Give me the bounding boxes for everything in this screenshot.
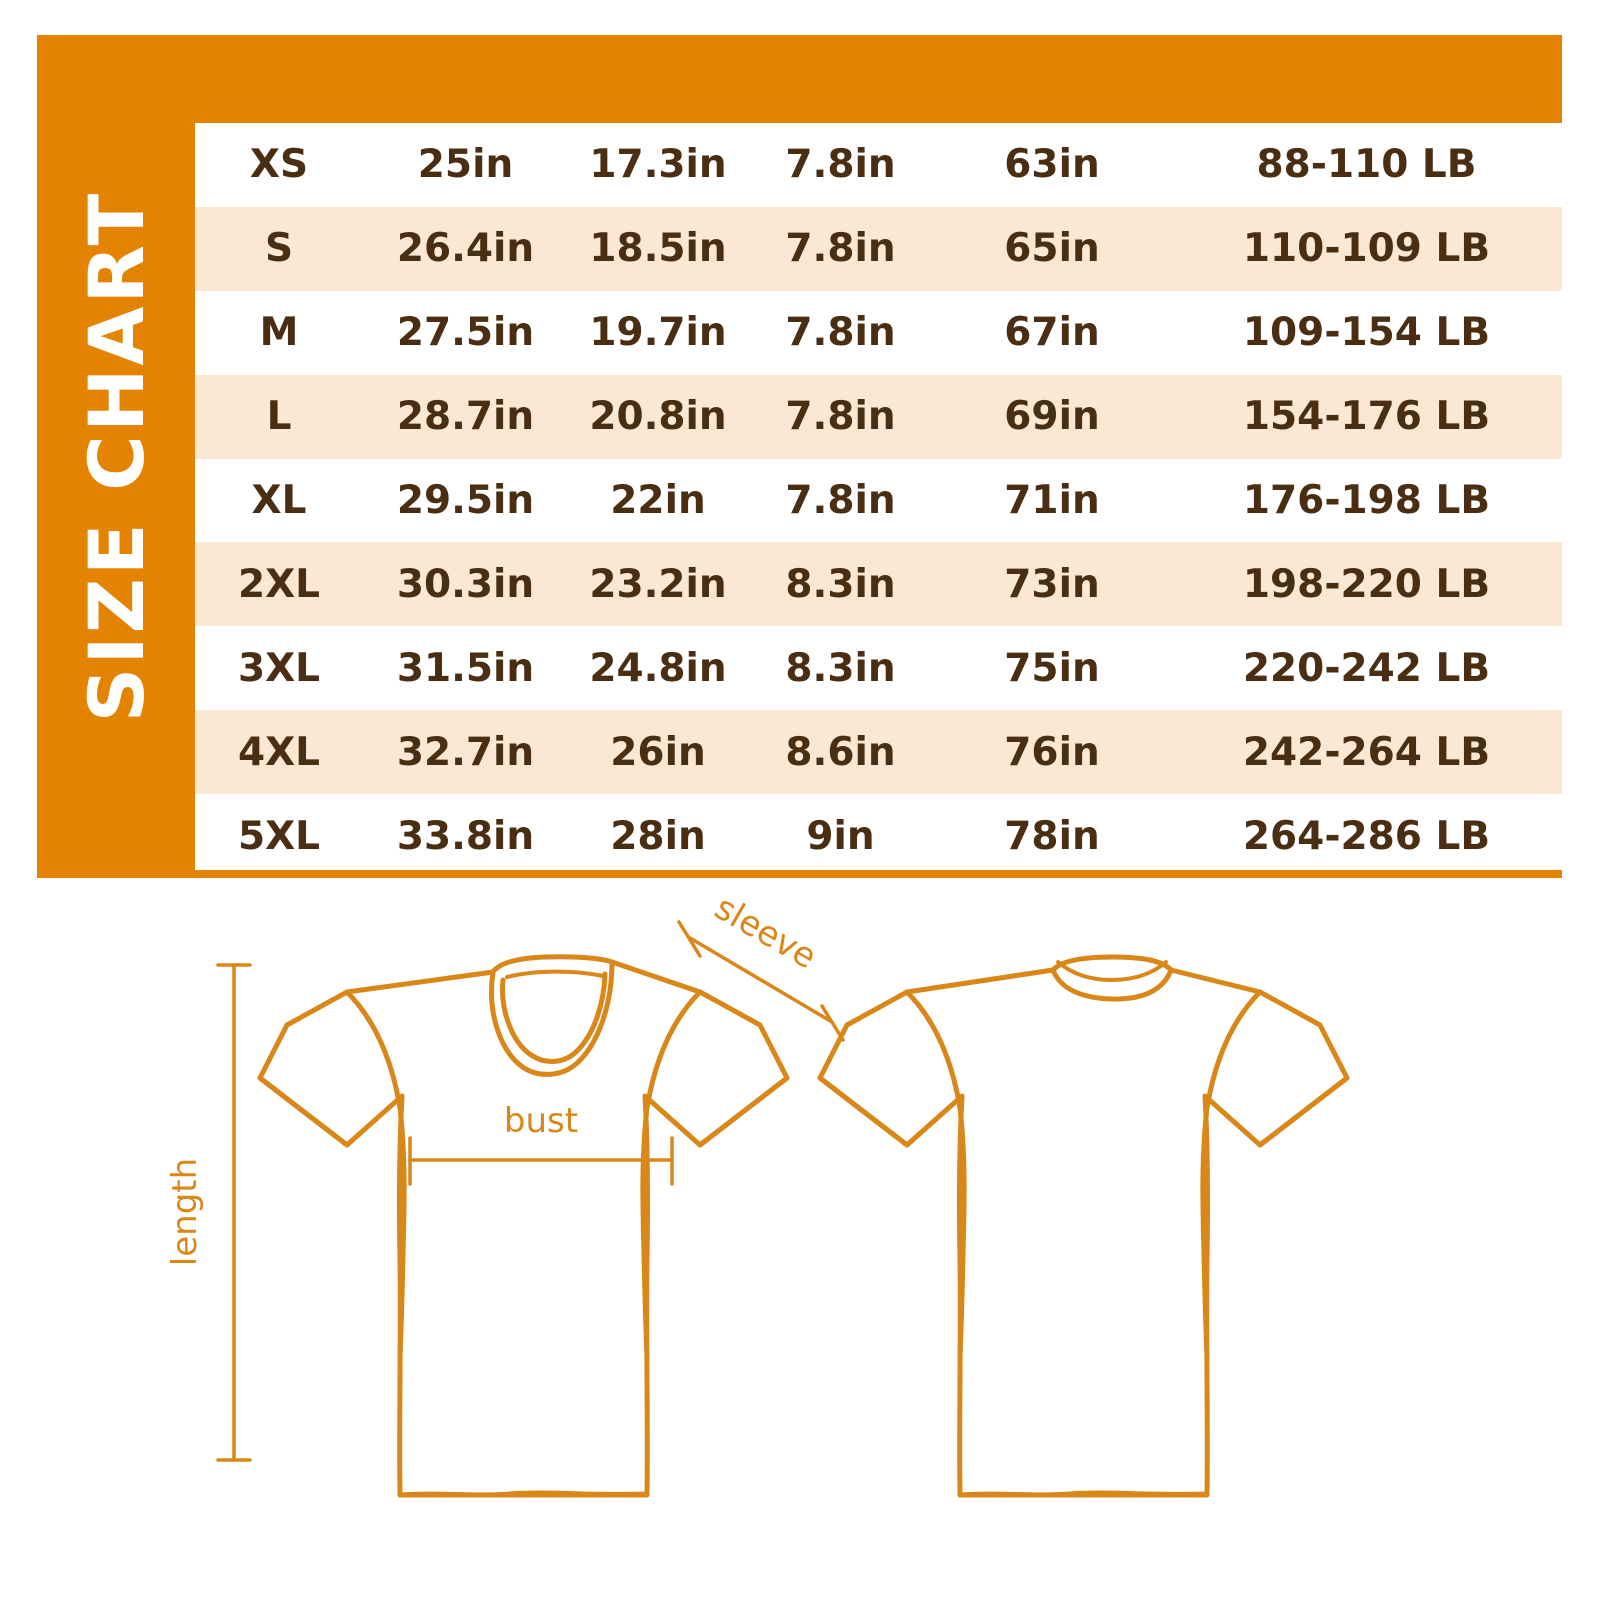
cell-bust: 23.2in <box>589 561 727 607</box>
cell-size: XS <box>249 142 309 188</box>
table-row: 5XL 33.8in 28in 9in 78in 264-286 LB <box>195 794 1562 879</box>
cell-suitable-height: 69in <box>1004 394 1100 440</box>
cell-suitable-height: 73in <box>1004 561 1100 607</box>
cell-bust: 19.7in <box>589 310 727 356</box>
length-label: length <box>165 1158 205 1266</box>
table-header-band <box>37 35 1562 123</box>
cell-size: 2XL <box>237 561 321 607</box>
cell-length: 25in <box>417 142 514 188</box>
cell-sleeve: 7.8in <box>785 142 896 188</box>
size-chart-sidebar: SIZE CHART <box>37 35 195 878</box>
cell-size: 4XL <box>237 729 321 775</box>
cell-suitable-height: 75in <box>1004 645 1100 691</box>
length-measurement-line <box>216 963 252 1462</box>
cell-sleeve: 7.8in <box>785 310 896 356</box>
cell-sleeve: 8.6in <box>785 729 896 775</box>
table-row: 2XL 30.3in 23.2in 8.3in 73in 198-220 LB <box>195 542 1562 627</box>
table-row: 3XL 31.5in 24.8in 8.3in 75in 220-242 LB <box>195 626 1562 711</box>
cell-length: 30.3in <box>396 561 535 607</box>
table-row: XS 25in 17.3in 7.8in 63in 88-110 LB <box>195 123 1562 207</box>
cell-size: S <box>264 226 294 272</box>
cell-bust: 28in <box>610 813 706 859</box>
sleeve-label: sleeve <box>708 900 823 977</box>
cell-length: 31.5in <box>396 645 535 691</box>
cell-length: 29.5in <box>396 478 535 523</box>
cell-sleeve: 9in <box>806 813 875 859</box>
cell-length: 33.8in <box>396 813 535 859</box>
cell-sleeve: 8.3in <box>785 645 896 691</box>
table-row: 4XL 32.7in 26in 8.6in 76in 242-264 LB <box>195 710 1562 795</box>
cell-suitable-height: 67in <box>1004 310 1100 356</box>
cell-suitable-weight: 198-220 LB <box>1242 561 1491 607</box>
cell-suitable-height: 71in <box>1004 478 1100 523</box>
table-row: L 28.7in 20.8in 7.8in 69in 154-176 LB <box>195 374 1562 459</box>
cell-size: 5XL <box>237 813 321 859</box>
table-row: M 27.5in 19.7in 7.8in 67in 109-154 LB <box>195 290 1562 375</box>
bust-measurement-line <box>408 1136 674 1186</box>
cell-bust: 17.3in <box>589 142 727 188</box>
table-body: XS 25in 17.3in 7.8in 63in 88-110 LB S 26.4in 18.… <box>195 123 1562 879</box>
cell-size: M <box>259 310 299 356</box>
back-tshirt-outline <box>817 954 1350 1498</box>
cell-sleeve: 7.8in <box>785 226 896 272</box>
cell-suitable-height: 65in <box>1004 226 1100 272</box>
cell-suitable-weight: 264-286 LB <box>1242 813 1491 859</box>
size-chart-panel: SIZE CHART SIZE LENGTH BUST SLEEVE SUITA… <box>37 35 1562 879</box>
cell-suitable-weight: 109-154 LB <box>1242 310 1491 356</box>
cell-sleeve: 8.3in <box>785 561 896 607</box>
bust-label: bust <box>504 1101 578 1141</box>
cell-bust: 20.8in <box>589 394 727 440</box>
cell-suitable-weight: 88-110 LB <box>1256 142 1477 188</box>
cell-sleeve: 7.8in <box>785 478 896 523</box>
cell-bust: 22in <box>610 478 706 523</box>
table-row: S 26.4in 18.5in 7.8in 65in 110-109 LB <box>195 206 1562 291</box>
cell-suitable-weight: 154-176 LB <box>1242 394 1491 440</box>
cell-suitable-weight: 220-242 LB <box>1242 645 1491 691</box>
cell-size: L <box>266 394 292 440</box>
cell-bust: 18.5in <box>589 226 727 272</box>
front-tshirt-outline <box>257 954 790 1498</box>
cell-suitable-weight: 176-198 LB <box>1242 478 1491 523</box>
cell-length: 26.4in <box>396 226 535 272</box>
table-bottom-rule <box>37 870 1562 878</box>
cell-suitable-height: 63in <box>1004 142 1100 188</box>
cell-suitable-weight: 110-109 LB <box>1242 226 1491 272</box>
table-row: XL 29.5in 22in 7.8in 71in 176-198 LB <box>195 458 1562 543</box>
size-chart-title: SIZE CHART <box>71 190 161 723</box>
cell-suitable-height: 78in <box>1004 813 1100 859</box>
cell-length: 28.7in <box>396 394 535 440</box>
cell-length: 32.7in <box>396 729 535 775</box>
cell-size: XL <box>251 478 307 523</box>
cell-bust: 26in <box>610 729 706 775</box>
cell-sleeve: 7.8in <box>785 394 896 440</box>
cell-length: 27.5in <box>396 310 535 356</box>
cell-suitable-weight: 242-264 LB <box>1242 729 1491 775</box>
size-chart-table: SIZE LENGTH BUST SLEEVE SUITABLE HEIGHT … <box>195 35 1562 879</box>
cell-bust: 24.8in <box>589 645 727 691</box>
sleeve-measurement-line <box>677 920 845 1042</box>
tshirt-measurement-diagram: sleeve bust length <box>0 900 1600 1600</box>
cell-size: 3XL <box>237 645 321 691</box>
cell-suitable-height: 76in <box>1004 729 1100 775</box>
